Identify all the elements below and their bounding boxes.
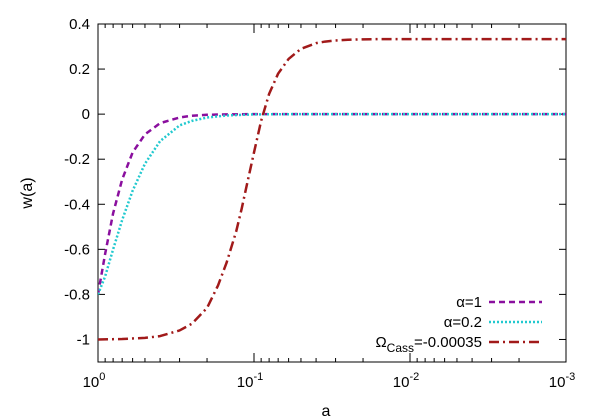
x-tick-label: 10-3 — [549, 371, 575, 391]
series-layer — [98, 37, 566, 341]
legend-label-1: α=1 — [456, 294, 482, 311]
plot-frame — [97, 23, 567, 363]
y-tick-label: -0.4 — [64, 196, 90, 213]
y-tick-label: -0.8 — [64, 286, 90, 303]
legend: α=1 α=0.2 ΩCass=-0.00035 — [375, 294, 542, 355]
y-axis-title: w(a) — [19, 177, 36, 209]
y-tick-label: 0.2 — [69, 61, 90, 78]
axis-ticks: 0.4 0.2 0 -0.2 -0.4 -0.6 -0.8 -1 100 10-1 10-2 10-3 — [64, 16, 575, 391]
x-tick-label: 100 — [83, 371, 106, 391]
series-line-1 — [98, 112, 566, 295]
series-line-2 — [98, 112, 566, 295]
y-tick-label: -0.2 — [64, 151, 90, 168]
legend-label-2: α=0.2 — [444, 314, 482, 331]
series-line-3 — [98, 37, 566, 341]
legend-label-3: ΩCass=-0.00035 — [375, 334, 482, 355]
y-tick-label: 0.4 — [69, 16, 90, 33]
y-tick-label: -0.6 — [64, 241, 90, 258]
x-axis-title: a — [322, 403, 331, 420]
y-tick-label: -1 — [77, 331, 90, 348]
y-tick-label: 0 — [82, 106, 90, 123]
x-tick-label: 10-1 — [237, 371, 263, 391]
x-tick-label: 10-2 — [393, 371, 419, 391]
